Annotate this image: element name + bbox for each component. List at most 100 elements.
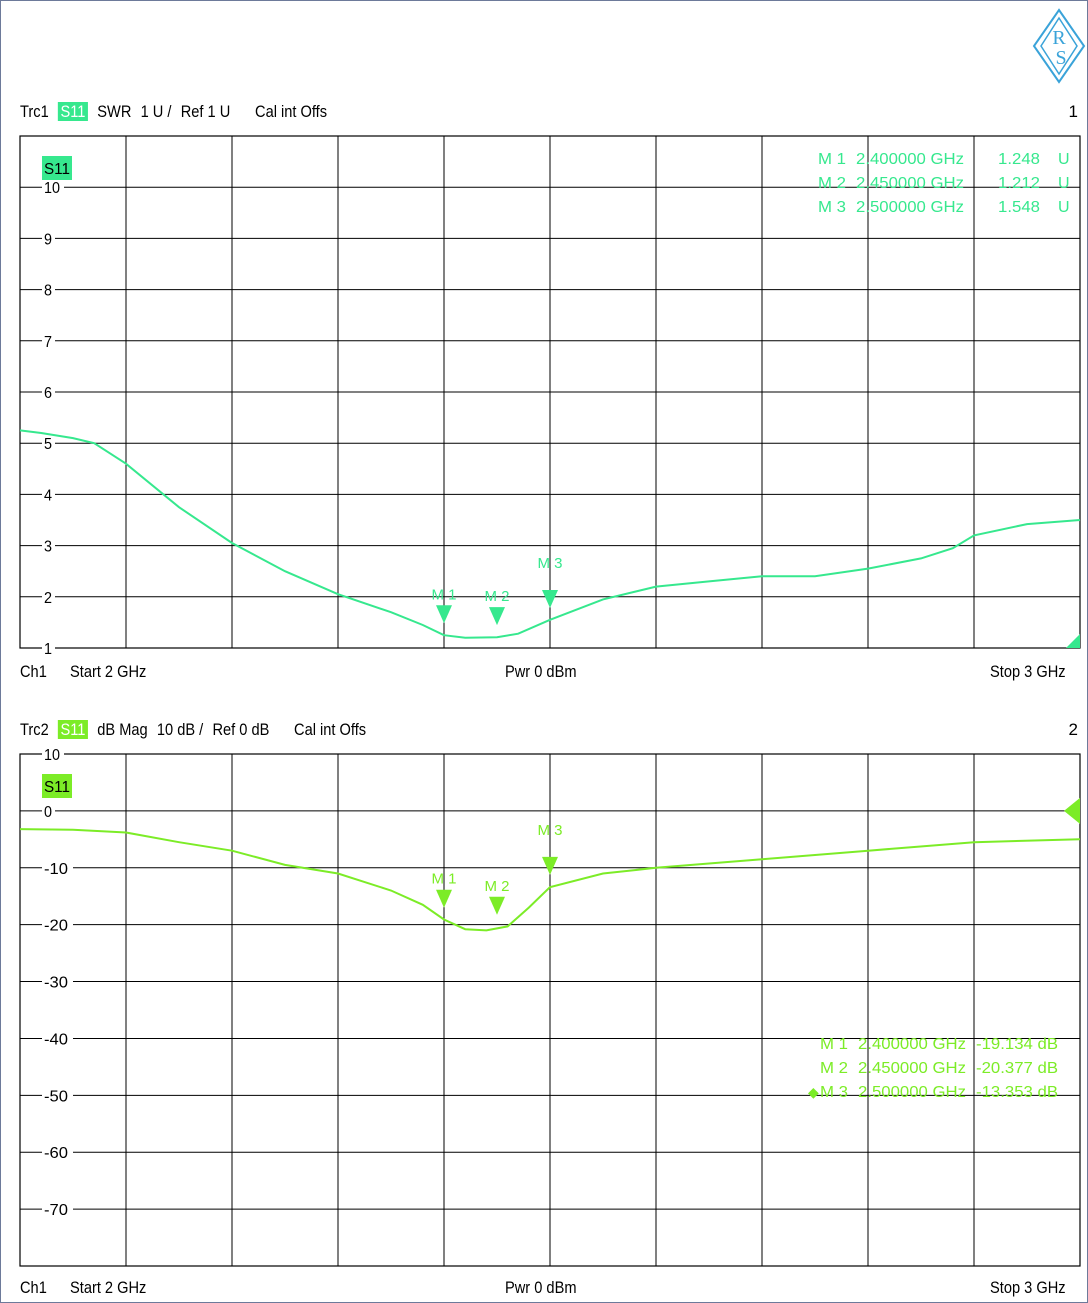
trace2-name: Trc2 — [20, 720, 49, 739]
marker-label: M 3 — [537, 822, 562, 839]
y-tick-label: 9 — [44, 231, 52, 248]
y-tick-label: -20 — [44, 918, 68, 935]
marker-label: M 1 — [431, 871, 456, 888]
y-tick-label: 2 — [44, 590, 52, 607]
marker-triangle — [489, 607, 505, 626]
param-badge-bg — [42, 156, 72, 180]
active-marker-indicator: ◆ — [808, 1084, 819, 1100]
trace2-param-badge[interactable]: S11 — [57, 720, 89, 739]
marker-label: M 2 — [484, 878, 509, 895]
marker-triangle — [542, 589, 558, 608]
footer-stop: Stop 3 GHz — [990, 1278, 1066, 1297]
tick-label-bg — [42, 536, 55, 555]
y-tick-label: 6 — [44, 385, 52, 402]
tick-label-bg — [42, 1143, 73, 1162]
marker-table-frequency: 2.400000 GHz — [858, 1036, 966, 1053]
rohde-schwarz-logo: R S — [1032, 8, 1086, 84]
trace2-scale: 10 dB / — [156, 720, 204, 739]
marker-table-label: M 3 — [820, 1084, 848, 1101]
footer-start: Start 2 GHz — [70, 1278, 147, 1297]
trace2-header[interactable]: Trc2 S11 dB Mag 10 dB / Ref 0 dB Cal int… — [20, 718, 371, 742]
marker-table-unit: U — [1058, 151, 1070, 168]
marker-label: M 2 — [484, 588, 509, 605]
marker-table-value: 1.248 — [998, 151, 1040, 168]
y-tick-label: -50 — [44, 1088, 68, 1105]
tick-label-bg — [42, 801, 55, 820]
trace2-cal: Cal int Offs — [294, 720, 367, 739]
tick-label-bg — [42, 383, 55, 401]
trace-line — [19, 429, 1081, 639]
marker-triangle — [489, 896, 505, 915]
dbmag-plot: 10 0 -10 -20 -30 -40 -50 -60 -70 S11 M 1 M 2 M 3 M 1 2… — [19, 745, 1081, 1267]
param-badge-label: S11 — [44, 779, 70, 796]
marker-table-label: M 1 — [820, 1036, 848, 1053]
footer-power: Pwr 0 dBm — [505, 1278, 577, 1297]
tick-label-bg — [42, 858, 73, 877]
y-tick-label: -70 — [44, 1202, 68, 1219]
marker-table-value: -13.353 dB — [976, 1084, 1058, 1101]
y-tick-label: 1 — [44, 641, 52, 658]
marker-table-frequency: 2.500000 GHz — [858, 1084, 966, 1101]
tick-label-bg — [42, 1029, 73, 1048]
marker-table-value: 1.212 — [998, 175, 1040, 192]
marker-triangle — [436, 605, 452, 624]
trace2-number: 2 — [1068, 720, 1078, 739]
footer-power: Pwr 0 dBm — [505, 662, 577, 681]
trace2-format: dB Mag — [97, 720, 148, 739]
trace1-scale: 1 U / — [140, 102, 172, 121]
marker-triangle — [542, 856, 558, 875]
marker-label: M 3 — [537, 555, 562, 572]
marker-table-label: M 2 — [818, 175, 846, 192]
y-tick-label: 4 — [44, 487, 52, 504]
y-tick-label: 10 — [44, 180, 60, 197]
tick-label-bg — [42, 915, 73, 934]
y-tick-label: -30 — [44, 975, 68, 992]
marker-table-frequency: 2.500000 GHz — [856, 199, 964, 216]
trace1-format: SWR — [97, 102, 132, 121]
tick-label-bg — [42, 745, 64, 763]
marker-label: M 1 — [431, 586, 456, 603]
tick-label-bg — [42, 1086, 73, 1105]
tick-label-bg — [42, 331, 55, 350]
tick-label-bg — [42, 229, 55, 248]
tick-label-bg — [42, 972, 73, 991]
trace-line — [19, 828, 1081, 932]
channel1-footer-top: Ch1 Start 2 GHz Pwr 0 dBm Stop 3 GHz — [20, 660, 1080, 684]
tick-label-bg — [42, 639, 55, 657]
y-tick-label: 3 — [44, 539, 52, 556]
trace2-ref: Ref 0 dB — [212, 720, 270, 739]
param-badge-bg — [42, 774, 72, 798]
reference-marker — [1066, 634, 1080, 648]
marker-table-label: M 2 — [820, 1060, 848, 1077]
footer-channel: Ch1 — [20, 662, 47, 681]
tick-label-bg — [42, 178, 64, 197]
marker-table-unit: U — [1058, 175, 1070, 192]
marker-table-label: M 3 — [818, 199, 846, 216]
trace1-header[interactable]: Trc1 S11 SWR 1 U / Ref 1 U Cal int Offs — [20, 100, 332, 124]
y-tick-label: 0 — [44, 804, 52, 821]
marker-table-frequency: 2.450000 GHz — [856, 175, 964, 192]
y-tick-label: -40 — [44, 1031, 68, 1048]
marker-table-value: 1.548 — [998, 199, 1040, 216]
footer-stop: Stop 3 GHz — [990, 662, 1066, 681]
marker-table-label: M 1 — [818, 151, 846, 168]
marker-table-unit: U — [1058, 199, 1070, 216]
swr-plot: 1 2 3 4 5 6 7 8 9 10 S11 M 1 M 2 M 3 M 1 2.400000 GHz 1.… — [19, 135, 1081, 658]
marker-table-frequency: 2.400000 GHz — [856, 151, 964, 168]
tick-label-bg — [42, 280, 55, 299]
footer-start: Start 2 GHz — [70, 662, 147, 681]
y-tick-label: -60 — [44, 1145, 68, 1162]
y-tick-label: 8 — [44, 283, 52, 300]
trace1-param-badge[interactable]: S11 — [57, 102, 89, 121]
y-tick-label: 5 — [44, 436, 52, 453]
tick-label-bg — [42, 434, 55, 453]
trace1-name: Trc1 — [20, 102, 49, 121]
trace1-ref: Ref 1 U — [180, 102, 231, 121]
trace1-cal: Cal int Offs — [255, 102, 328, 121]
y-tick-label: 10 — [44, 747, 60, 764]
trace1-number: 1 — [1068, 102, 1078, 121]
tick-label-bg — [42, 485, 55, 504]
svg-text:R: R — [1052, 27, 1066, 49]
channel1-footer-bottom: Ch1 Start 2 GHz Pwr 0 dBm Stop 3 GHz — [20, 1276, 1080, 1300]
svg-text:S: S — [1055, 47, 1066, 69]
